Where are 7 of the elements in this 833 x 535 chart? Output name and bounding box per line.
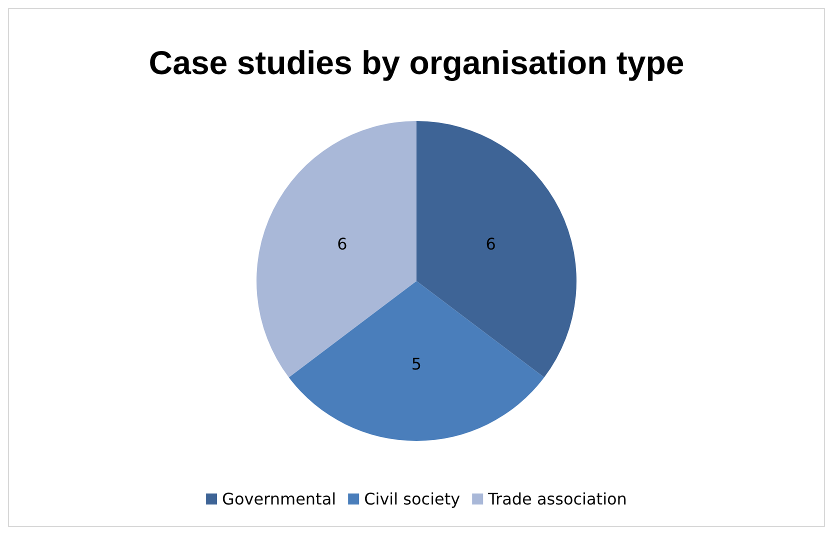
legend-label: Civil society bbox=[364, 490, 460, 508]
legend-label: Trade association bbox=[487, 490, 627, 508]
legend-label: Governmental bbox=[222, 490, 336, 508]
data-label: 6 bbox=[486, 234, 496, 254]
data-label: 5 bbox=[411, 354, 422, 374]
data-label: 6 bbox=[337, 234, 348, 254]
chart-title: Case studies by organisation type bbox=[148, 44, 684, 81]
